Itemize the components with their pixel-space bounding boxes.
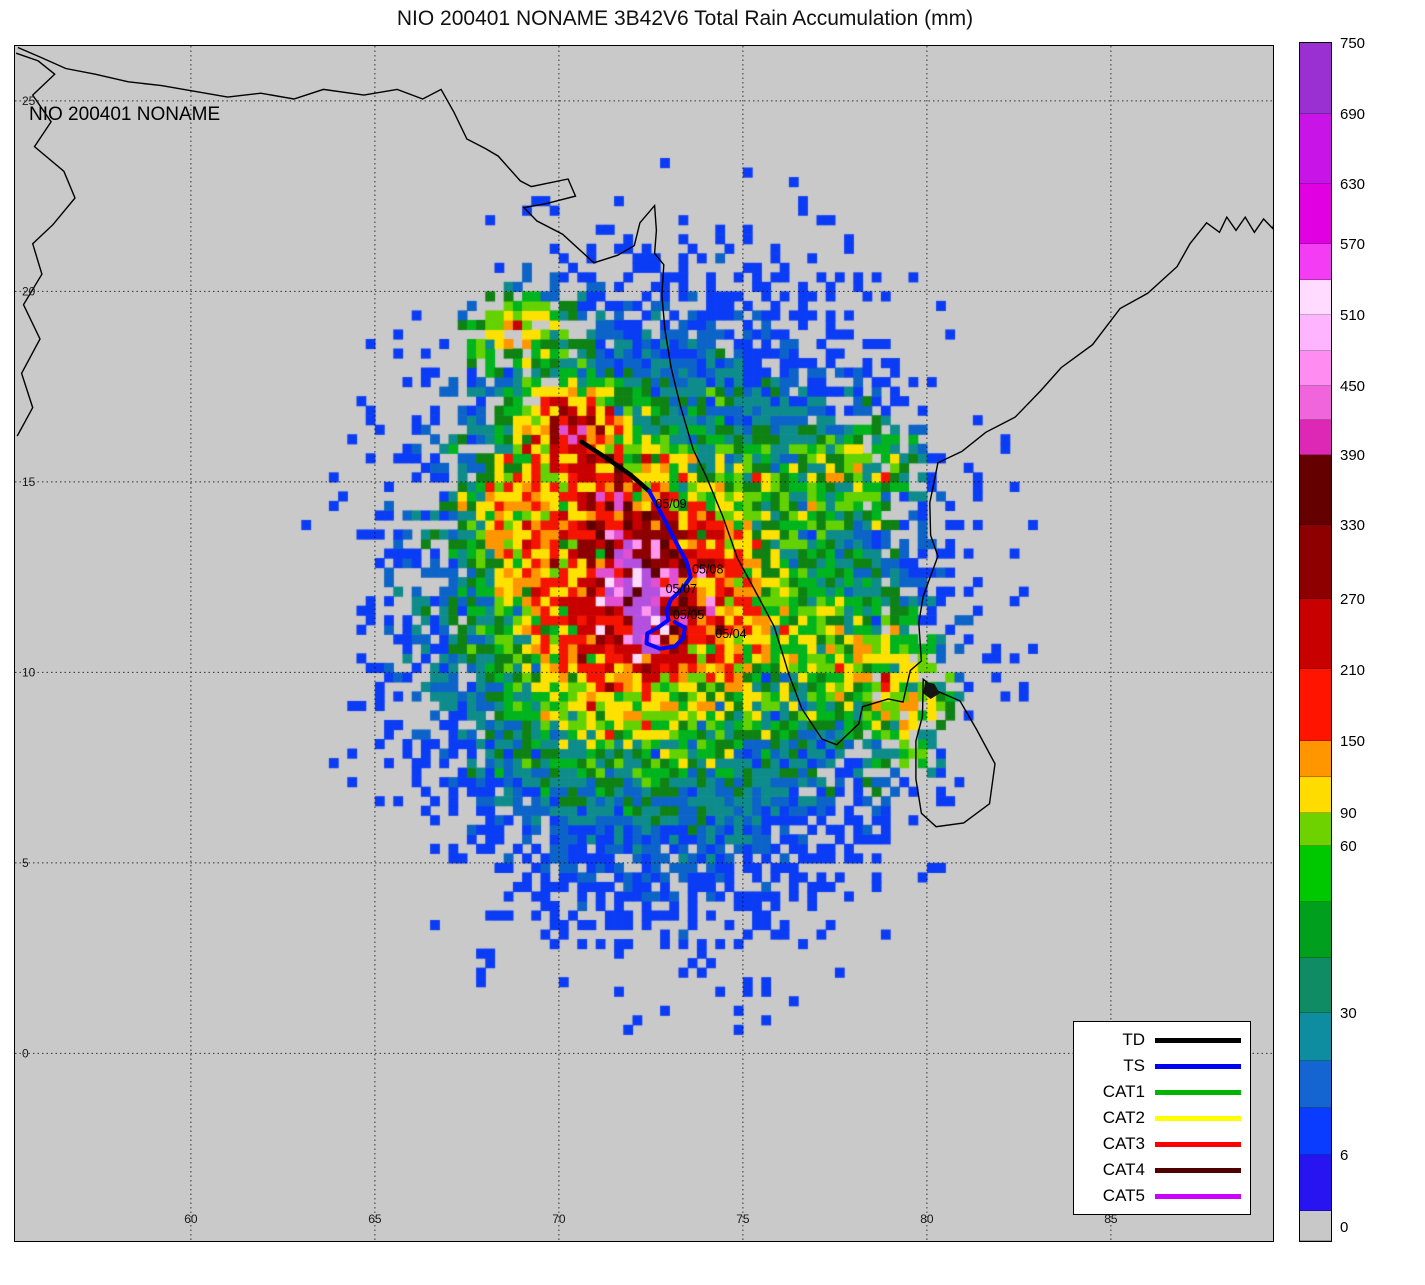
colorbar-tick-label: 60 bbox=[1340, 837, 1357, 855]
colorbar-segment bbox=[1300, 1013, 1331, 1062]
colorbar-tick-label: 630 bbox=[1340, 176, 1366, 194]
colorbar-segment bbox=[1300, 43, 1331, 114]
colorbar: 750 690 630 570 510 450 390 330 270 210 150 90 60 30 6… bbox=[1299, 35, 1365, 1242]
colorbar-tick-label: 690 bbox=[1340, 105, 1366, 123]
legend-item: TD bbox=[1074, 1027, 1244, 1053]
legend-line-sample bbox=[1155, 1115, 1241, 1121]
tick-label-lat: 20 bbox=[22, 284, 36, 298]
track-date-label: 05/04 bbox=[715, 627, 746, 641]
rain-heatmap bbox=[15, 46, 1273, 1241]
track-date-label: 05/09 bbox=[655, 497, 686, 511]
legend-line-sample bbox=[1155, 1037, 1241, 1043]
colorbar-tick-label: 510 bbox=[1340, 306, 1366, 324]
colorbar-tick-label: 570 bbox=[1340, 236, 1366, 254]
tick-label-lat: 5 bbox=[22, 856, 29, 870]
colorbar-tick-label: 450 bbox=[1340, 377, 1366, 395]
storm-id-label: NIO 200401 NONAME bbox=[29, 104, 221, 125]
colorbar-segment bbox=[1300, 455, 1331, 525]
tick-label-lat: 15 bbox=[22, 475, 36, 489]
legend-label: TS bbox=[1123, 1056, 1145, 1075]
legend-label: CAT1 bbox=[1102, 1082, 1145, 1101]
tick-label-lon: 60 bbox=[184, 1212, 198, 1226]
colorbar-segment bbox=[1300, 524, 1331, 599]
tick-label-lat: 25 bbox=[22, 94, 36, 108]
legend-item: CAT2 bbox=[1074, 1105, 1244, 1131]
chart-title: NIO 200401 NONAME 3B42V6 Total Rain Accu… bbox=[396, 7, 974, 30]
coastline-arabia bbox=[15, 52, 76, 437]
track-date-label: 05/08 bbox=[692, 562, 723, 576]
legend-item: CAT5 bbox=[1074, 1183, 1244, 1209]
colorbar-segment bbox=[1300, 385, 1331, 421]
colorbar-segment bbox=[1300, 901, 1331, 959]
colorbar-tick-label: 150 bbox=[1340, 733, 1366, 751]
map-area: 05/09 05/08 05/07 05/05 05/04 60 65 70 75 80 85 0 5 1… bbox=[14, 45, 1274, 1242]
storm-track-ts bbox=[644, 489, 693, 651]
colorbar-tick-label: 210 bbox=[1340, 661, 1366, 679]
colorbar-segment bbox=[1300, 1107, 1331, 1155]
coastline-sri-lanka bbox=[915, 677, 996, 828]
colorbar-tick-label: 30 bbox=[1340, 1005, 1357, 1023]
legend-line-sample bbox=[1155, 1089, 1241, 1095]
storm-track-td bbox=[579, 439, 652, 494]
legend-item: CAT1 bbox=[1074, 1079, 1244, 1105]
tick-label-lat: 0 bbox=[22, 1046, 29, 1060]
legend-label: CAT2 bbox=[1102, 1108, 1145, 1127]
colorbar-tick-label: 390 bbox=[1340, 447, 1366, 465]
tick-label-lon: 85 bbox=[1104, 1212, 1118, 1226]
legend-line-sample bbox=[1155, 1193, 1241, 1199]
legend-item: CAT3 bbox=[1074, 1131, 1244, 1157]
track-date-label: 05/05 bbox=[673, 608, 704, 622]
legend-line-sample bbox=[1155, 1167, 1241, 1173]
track-legend: TD TS CAT1 CAT2 CAT3 CAT4 CAT5 bbox=[1073, 1021, 1251, 1215]
colorbar-segment bbox=[1300, 280, 1331, 315]
colorbar-segment bbox=[1300, 741, 1331, 778]
colorbar-segment bbox=[1300, 314, 1331, 351]
colorbar-segment bbox=[1300, 113, 1331, 185]
legend-item: TS bbox=[1074, 1053, 1244, 1079]
tick-label-lat: 10 bbox=[22, 665, 36, 679]
colorbar-tick-label: 90 bbox=[1340, 805, 1357, 823]
legend-label: CAT3 bbox=[1102, 1134, 1145, 1153]
lake-jaffna-lagoon bbox=[923, 681, 940, 699]
colorbar-tick-label: 0 bbox=[1340, 1218, 1349, 1236]
legend-line-sample bbox=[1155, 1063, 1241, 1069]
tick-label-lon: 70 bbox=[552, 1212, 566, 1226]
colorbar-segment bbox=[1300, 184, 1331, 245]
colorbar-segment bbox=[1300, 1061, 1331, 1108]
colorbar-tick-label: 6 bbox=[1340, 1146, 1349, 1164]
legend-label: TD bbox=[1122, 1030, 1145, 1049]
colorbar-tick-label: 270 bbox=[1340, 590, 1366, 608]
tick-label-lon: 80 bbox=[920, 1212, 934, 1226]
colorbar-segment bbox=[1300, 845, 1331, 902]
coastline-iran-pakistan-india bbox=[17, 46, 1273, 746]
tick-label-lon: 65 bbox=[368, 1212, 382, 1226]
colorbar-tick-label: 750 bbox=[1340, 35, 1366, 52]
colorbar-segment bbox=[1300, 1210, 1331, 1241]
colorbar-segment bbox=[1300, 598, 1331, 670]
track-date-label: 05/07 bbox=[666, 582, 697, 596]
colorbar-segment bbox=[1300, 420, 1331, 456]
legend-label: CAT4 bbox=[1102, 1160, 1145, 1179]
colorbar-tick-label: 330 bbox=[1340, 516, 1366, 534]
map-overlay: 05/09 05/08 05/07 05/05 05/04 60 65 70 75 80 85 0 5 1… bbox=[15, 46, 1273, 1241]
colorbar-segment bbox=[1300, 244, 1331, 281]
colorbar-segment bbox=[1300, 813, 1331, 846]
legend-item: CAT4 bbox=[1074, 1157, 1244, 1183]
colorbar-segment bbox=[1300, 777, 1331, 814]
colorbar-segment bbox=[1300, 1154, 1331, 1211]
legend-line-sample bbox=[1155, 1141, 1241, 1147]
colorbar-segment bbox=[1300, 958, 1331, 1014]
tick-label-lon: 75 bbox=[736, 1212, 750, 1226]
colorbar-segment bbox=[1300, 350, 1331, 386]
colorbar-segment bbox=[1300, 669, 1331, 742]
legend-label: CAT5 bbox=[1102, 1186, 1145, 1205]
